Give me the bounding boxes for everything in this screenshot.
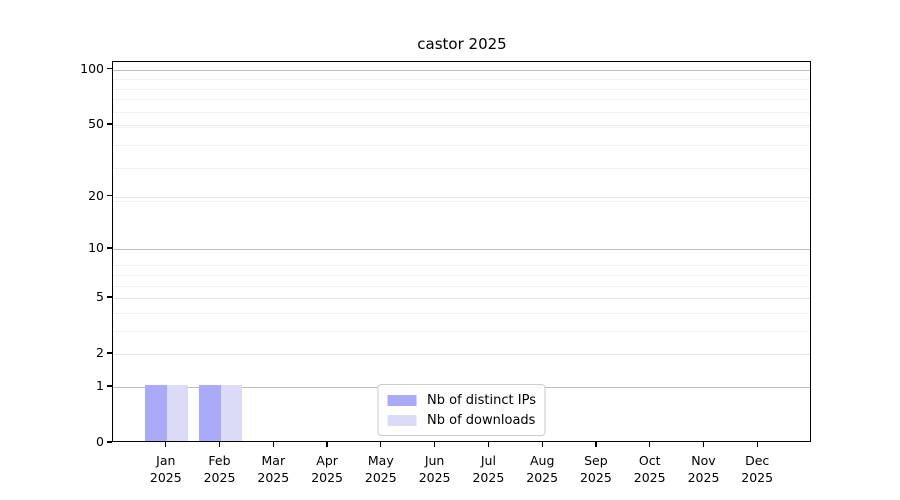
y-tick-label-10: 10 — [88, 240, 104, 255]
legend-swatch-distinct-ips — [387, 394, 417, 406]
y-tick-label-1: 1 — [96, 377, 104, 393]
x-tick-mark-mar — [272, 442, 274, 447]
y-tick-mark-100 — [107, 67, 112, 70]
gridline-minor — [113, 200, 810, 202]
x-tick-mark-feb — [218, 442, 221, 447]
gridline-minor — [113, 285, 810, 287]
legend-swatch-downloads — [387, 414, 417, 426]
legend-label-downloads: Nb of downloads — [427, 412, 536, 428]
y-tick-mark-0 — [107, 441, 112, 443]
x-tick-label-oct: Oct 2025 — [633, 453, 666, 485]
gridline-minor — [113, 274, 810, 276]
gridline-minor — [113, 312, 810, 314]
y-tick-mark-2 — [107, 352, 112, 354]
y-tick-mark-10 — [107, 247, 112, 249]
x-tick-label-jan: Jan 2025 — [149, 453, 182, 485]
y-tick-label-0: 0 — [96, 434, 104, 449]
legend-item-distinct-ips: Nb of distinct IPs — [387, 390, 536, 410]
x-tick-label-may: May 2025 — [364, 453, 397, 485]
x-tick-label-mar: Mar 2025 — [257, 453, 290, 485]
x-tick-mark-jun — [433, 442, 436, 447]
x-tick-label-apr: Apr 2025 — [311, 453, 343, 485]
gridline-minor — [113, 88, 810, 90]
bar-nb-of-distinct-ips-jan — [145, 384, 167, 441]
gridline-2 — [113, 354, 810, 356]
gridline-100 — [113, 69, 810, 71]
x-tick-mark-aug — [541, 442, 543, 447]
y-tick-mark-1 — [107, 385, 112, 387]
x-tick-mark-sep — [595, 442, 597, 447]
x-tick-mark-jul — [487, 442, 490, 447]
legend-label-distinct-ips: Nb of distinct IPs — [427, 392, 536, 408]
y-tick-label-5: 5 — [96, 289, 104, 304]
y-tick-mark-5 — [107, 296, 112, 298]
plot-area: Nb of distinct IPs Nb of downloads — [112, 61, 811, 442]
gridline-minor — [113, 265, 810, 267]
gridline-5 — [113, 298, 810, 299]
bar-nb-of-downloads-feb — [220, 384, 242, 441]
bar-nb-of-downloads-jan — [166, 384, 189, 441]
x-tick-mark-oct — [649, 442, 651, 447]
x-tick-mark-may — [380, 442, 382, 447]
gridline-minor — [113, 99, 810, 101]
y-tick-mark-20 — [107, 195, 112, 197]
x-tick-label-jul: Jul 2025 — [472, 453, 505, 485]
x-tick-mark-jan — [165, 442, 167, 447]
x-tick-label-nov: Nov 2025 — [687, 453, 720, 485]
x-tick-label-aug: Aug 2025 — [526, 453, 559, 485]
chart-title: castor 2025 — [417, 35, 507, 53]
bar-nb-of-distinct-ips-feb — [199, 384, 221, 441]
gridline-minor — [113, 167, 810, 169]
x-tick-mark-dec — [756, 442, 758, 447]
x-tick-label-feb: Feb 2025 — [203, 453, 236, 485]
x-tick-mark-nov — [702, 442, 705, 447]
legend-item-downloads: Nb of downloads — [387, 410, 536, 430]
gridline-minor — [113, 111, 810, 113]
y-tick-mark-50 — [107, 123, 112, 125]
gridline-10 — [113, 249, 810, 250]
x-tick-label-jun: Jun 2025 — [418, 453, 451, 485]
gridline-minor — [113, 126, 810, 128]
x-tick-mark-apr — [326, 442, 328, 447]
x-tick-label-sep: Sep 2025 — [579, 453, 612, 485]
x-tick-label-dec: Dec 2025 — [741, 453, 774, 485]
gridline-minor — [113, 144, 810, 146]
gridline-minor — [113, 79, 810, 80]
gridline-minor — [113, 330, 810, 332]
legend: Nb of distinct IPs Nb of downloads — [377, 384, 546, 436]
y-tick-label-100: 100 — [80, 60, 104, 76]
gridline-20 — [113, 196, 810, 198]
y-tick-label-20: 20 — [88, 187, 104, 203]
y-tick-label-50: 50 — [88, 115, 104, 131]
gridline-50 — [113, 124, 810, 126]
y-tick-label-2: 2 — [96, 345, 104, 361]
